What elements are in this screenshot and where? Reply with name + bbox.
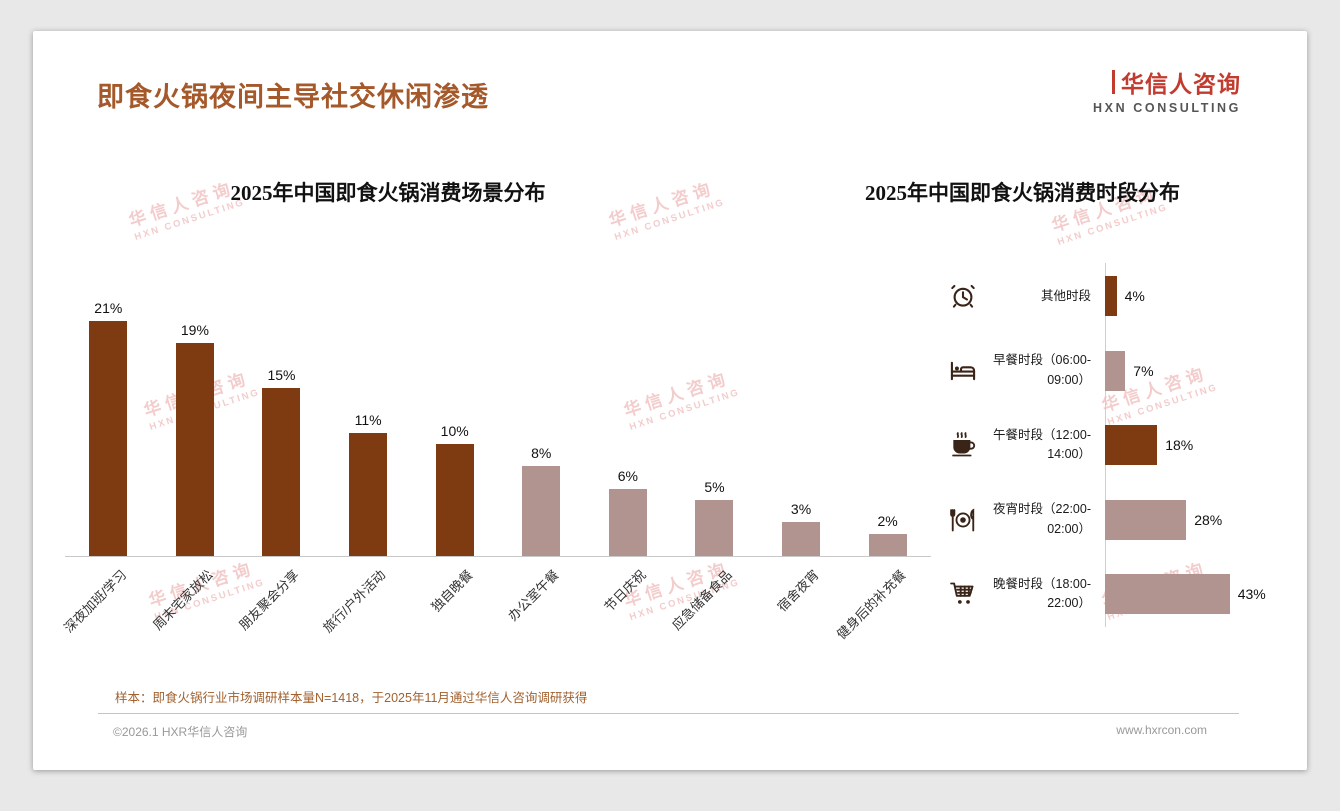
time-row: 夜宵时段（22:00-02:00） 28%	[933, 483, 1307, 558]
x-axis-label-slot: 宿舍夜宵	[758, 557, 845, 669]
x-axis-label-slot: 深夜加班/学习	[61, 557, 152, 669]
bar-value-label: 8%	[531, 445, 552, 462]
time-label: 午餐时段（12:00-14:00）	[993, 427, 1091, 462]
bar-value-label: 15%	[267, 367, 296, 383]
bar-column: 19%	[152, 261, 239, 556]
bar	[1105, 276, 1117, 317]
website-link[interactable]: www.hxrcon.com	[1116, 723, 1207, 737]
bed-icon	[945, 357, 981, 385]
bar-column: 3%	[758, 261, 845, 556]
report-card: 华信人咨询 HXN CONSULTING 华信人咨询 HXN CONSULTING 华信…	[33, 31, 1307, 770]
bar-value-label: 18%	[1165, 437, 1194, 454]
sample-note: 样本：即食火锅行业市场调研样本量N=1418，于2025年11月通过华信人咨询调…	[115, 691, 588, 705]
bar	[1105, 499, 1187, 540]
time-row: 晚餐时段（18:00-22:00） 43%	[933, 557, 1307, 632]
x-axis-label-slot: 朋友聚会分享	[236, 557, 325, 669]
category-label: 办公室午餐	[505, 567, 562, 624]
dining-plate-icon	[945, 506, 981, 534]
brand-name: 华信人咨询	[1121, 71, 1241, 97]
scene-bar-chart: 21% 19% 15% 11% 10% 8% 6% 5% 3% 2% 深夜加班/学习 周末宅家放松朋…	[61, 261, 931, 669]
bar-value-label: 2%	[877, 512, 898, 529]
bar-value-label: 6%	[617, 467, 638, 484]
time-label: 夜宵时段（22:00-02:00）	[993, 502, 1091, 536]
bar-value-label: 43%	[1237, 586, 1266, 603]
bar-value-label: 28%	[1194, 511, 1223, 528]
footer-divider	[98, 713, 1239, 714]
x-axis-label-slot: 健身后的补充餐	[833, 557, 931, 669]
time-row: 午餐时段（12:00-14:00） 18%	[933, 408, 1307, 483]
bar	[89, 320, 128, 556]
logo-mark	[1112, 70, 1115, 94]
x-axis-label-slot: 旅行/户外活动	[320, 557, 412, 669]
bar	[868, 533, 907, 556]
bar-column: 15%	[238, 261, 325, 556]
bar	[695, 500, 734, 556]
category-label: 独自晚餐	[428, 567, 476, 615]
x-axis-label-slot: 应急储备食品	[669, 557, 758, 669]
x-axis-label-slot: 周末宅家放松	[150, 557, 239, 669]
bar-value-label: 4%	[1124, 288, 1145, 305]
page-title: 即食火锅夜间主导社交休闲渗透	[97, 82, 489, 112]
right-chart-title: 2025年中国即食火锅消费时段分布	[865, 181, 1180, 205]
bar	[435, 444, 474, 556]
bar-column: 11%	[325, 261, 412, 556]
category-label: 宿舍夜宵	[774, 567, 822, 615]
x-axis-label-slot: 办公室午餐	[498, 557, 585, 669]
bar	[349, 432, 388, 556]
bar-column: 21%	[65, 261, 152, 556]
time-row: 早餐时段（06:00-09:00） 7%	[933, 334, 1307, 409]
coffee-cup-icon	[945, 431, 981, 459]
bar-value-label: 21%	[94, 299, 123, 316]
category-label: 周末宅家放松	[149, 567, 216, 633]
copyright-text: ©2026.1 HXR华信人咨询	[113, 725, 248, 739]
bar-value-label: 19%	[180, 322, 209, 339]
bar-column: 6%	[585, 261, 672, 556]
bar	[262, 388, 301, 556]
bar-column: 10%	[411, 261, 498, 556]
x-axis-label-slot: 独自晚餐	[411, 557, 498, 669]
time-label: 晚餐时段（18:00-22:00）	[993, 576, 1091, 611]
category-label: 旅行/户外活动	[320, 567, 389, 636]
bar	[175, 343, 214, 556]
bar	[522, 466, 561, 556]
time-row: 其他时段 4%	[933, 259, 1307, 334]
brand-logo: 华信人咨询 HXN CONSULTING	[1093, 65, 1241, 115]
left-chart-title: 2025年中国即食火锅消费场景分布	[230, 181, 546, 205]
bar	[782, 522, 821, 556]
category-label: 朋友聚会分享	[236, 567, 303, 633]
time-label: 其他时段	[1040, 288, 1091, 303]
time-label: 早餐时段（06:00-09:00）	[993, 353, 1091, 387]
bar-value-label: 7%	[1133, 362, 1154, 379]
brand-subtitle: HXN CONSULTING	[1093, 101, 1241, 115]
bar	[1105, 350, 1126, 391]
bar-column: 2%	[844, 261, 931, 556]
bar-value-label: 3%	[790, 501, 812, 518]
bar-value-label: 5%	[704, 479, 725, 495]
bar	[1105, 574, 1230, 615]
category-label: 深夜加班/学习	[60, 567, 130, 636]
x-axis-label-slot: 节日庆祝	[585, 557, 672, 669]
bar-value-label: 10%	[440, 423, 469, 439]
time-bar-chart: 其他时段 4% 早餐时段（06:00-09:00） 7% 午餐时段（12:00-14:0…	[933, 259, 1307, 633]
bar-column: 5%	[671, 261, 758, 556]
footer: ©2026.1 HXR华信人咨询 www.hxrcon.com	[113, 723, 1207, 740]
category-label: 节日庆祝	[601, 567, 649, 615]
bars-area: 21% 19% 15% 11% 10% 8% 6% 5% 3% 2%	[65, 261, 931, 557]
category-label: 应急储备食品	[669, 567, 736, 633]
shopping-cart-icon	[945, 580, 981, 608]
bar	[1105, 425, 1158, 466]
bar	[608, 488, 647, 556]
alarm-clock-icon	[945, 282, 981, 310]
x-axis-labels: 深夜加班/学习 周末宅家放松 朋友聚会分享 旅行/户外活动 独自晚餐 办公室午餐 节日庆祝应…	[61, 557, 931, 669]
bar-value-label: 11%	[354, 411, 382, 428]
bar-column: 8%	[498, 261, 585, 556]
